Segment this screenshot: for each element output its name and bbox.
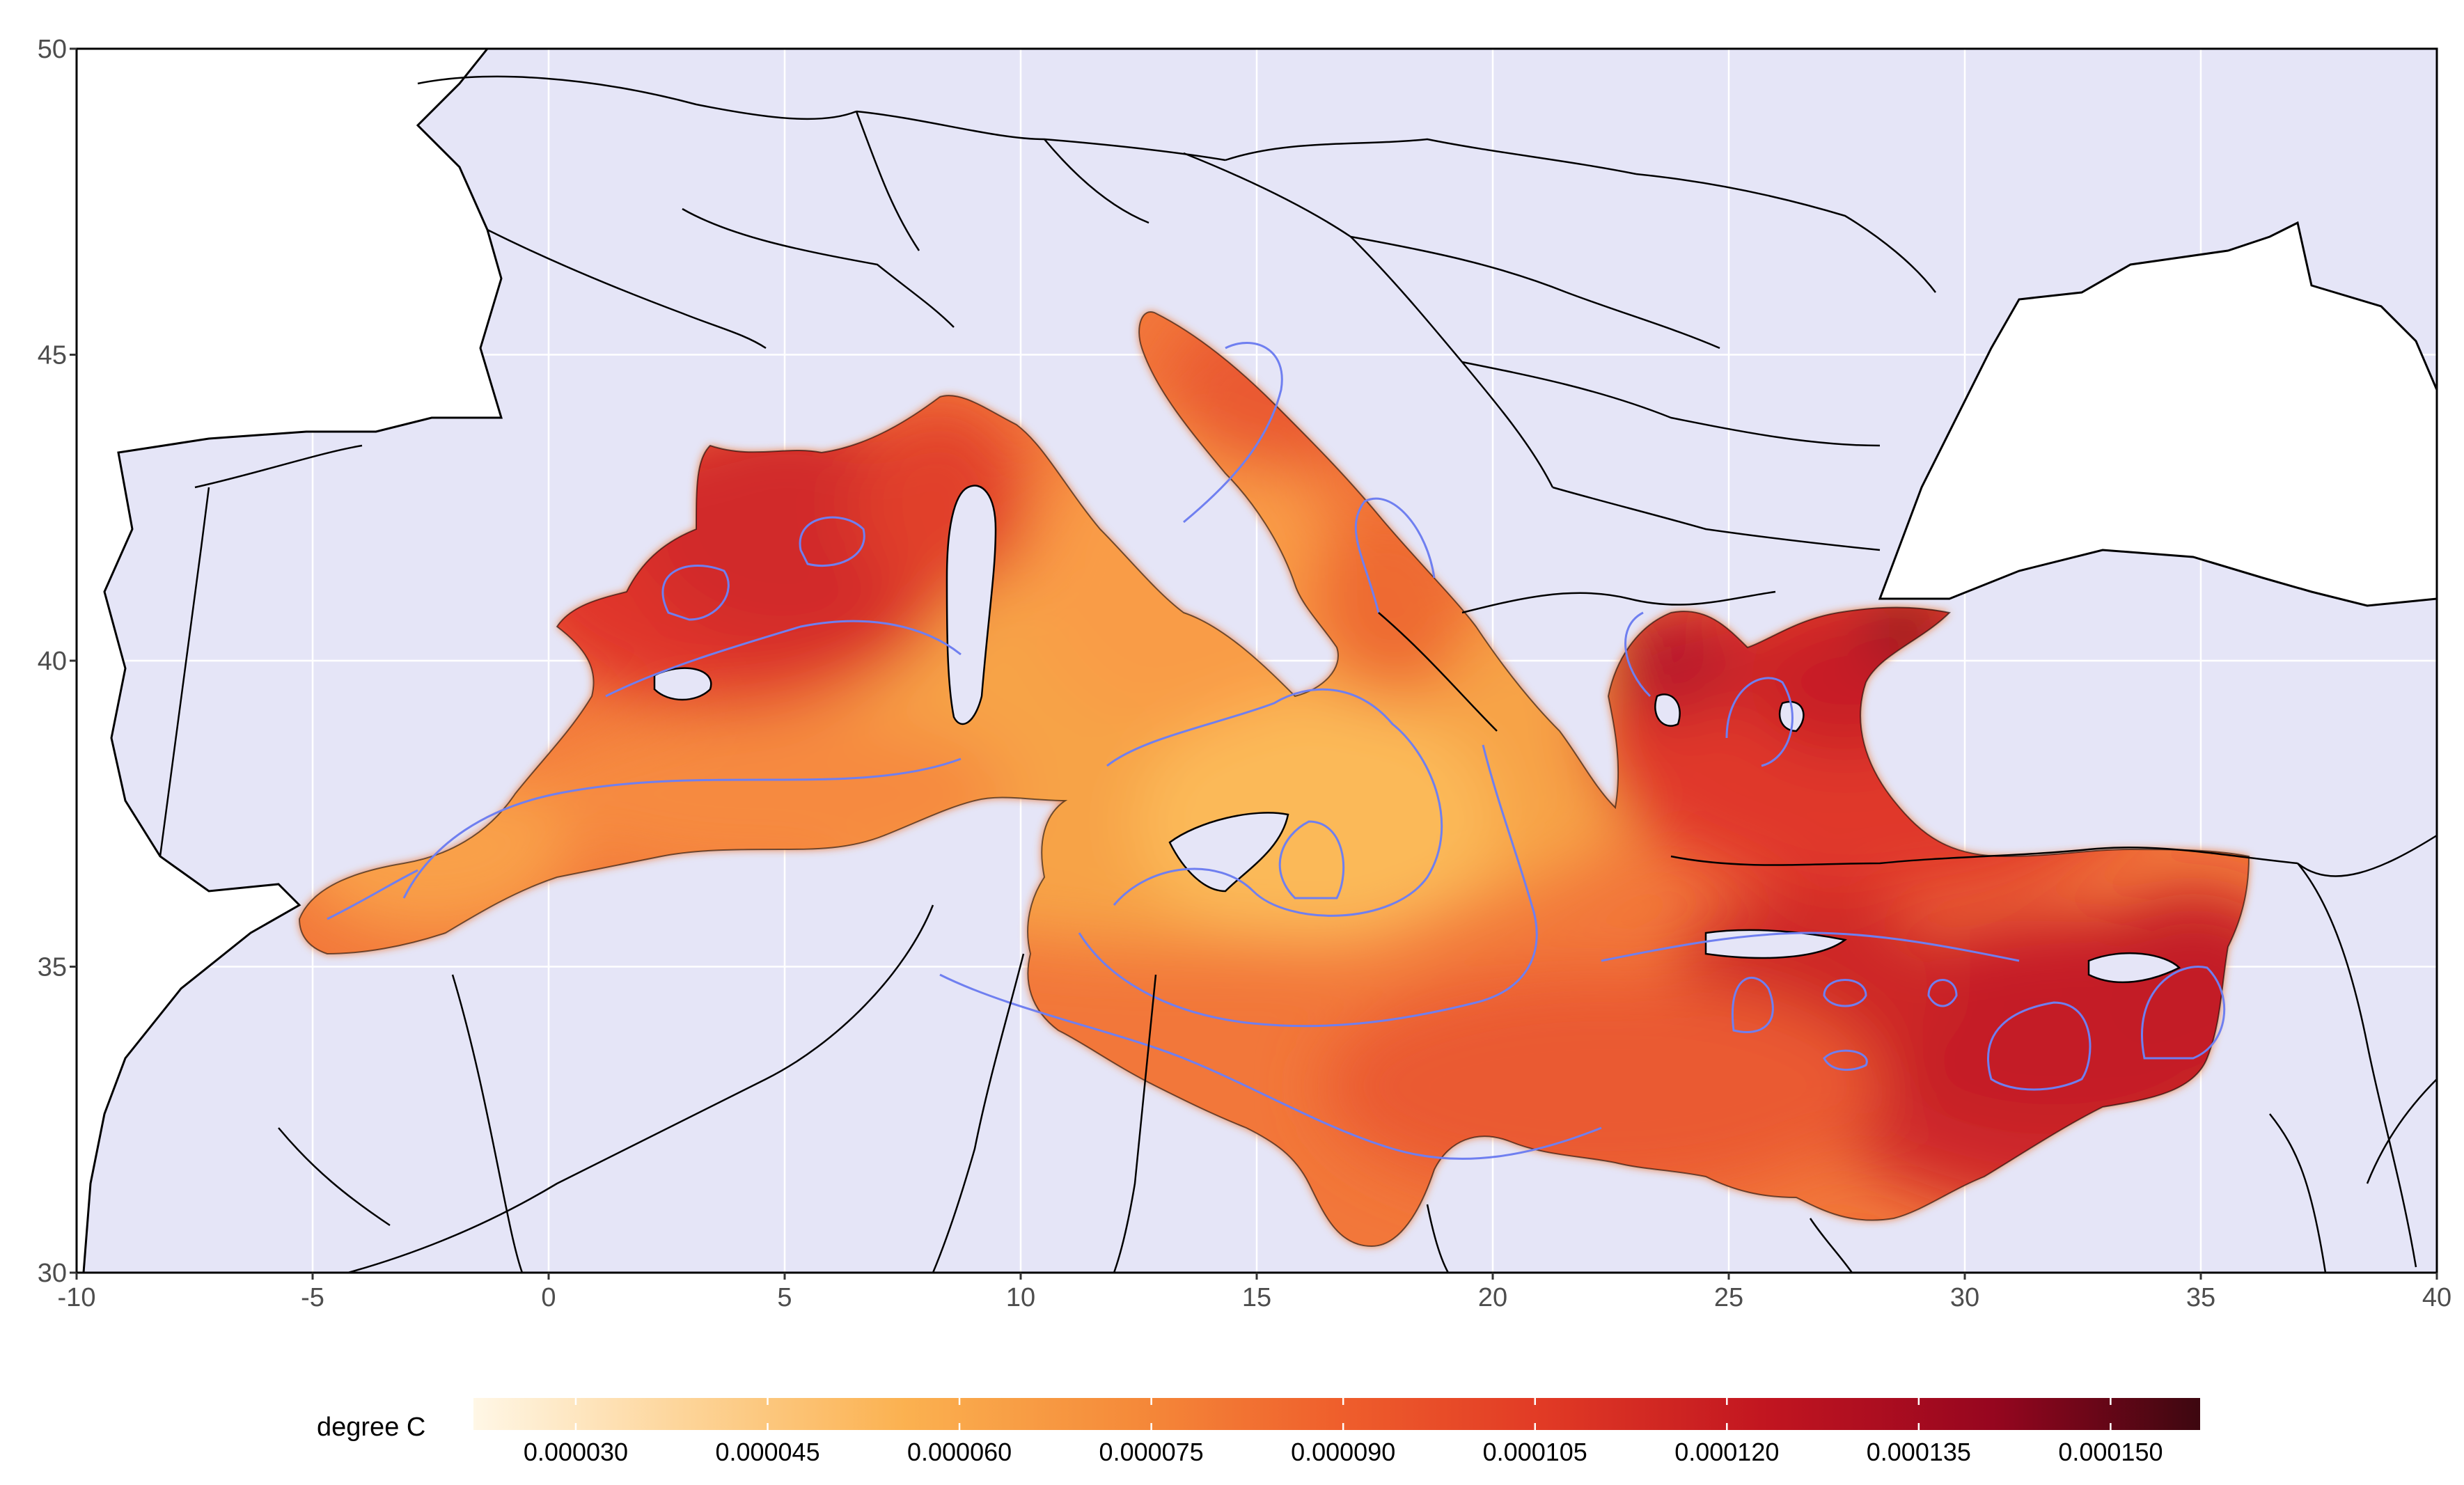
y-tick-label: 30 bbox=[38, 1259, 67, 1288]
y-tick-label: 45 bbox=[38, 341, 67, 370]
axis-ticks: -10 -5 0 5 10 15 20 25 30 35 40 30 35 40 45 50 bbox=[38, 35, 2451, 1312]
legend-label: 0.000090 bbox=[1291, 1438, 1395, 1466]
x-tick-label: 0 bbox=[541, 1283, 556, 1312]
x-tick-label: 10 bbox=[1006, 1283, 1035, 1312]
x-tick-label: 15 bbox=[1242, 1283, 1271, 1312]
legend-label: 0.000105 bbox=[1483, 1438, 1587, 1466]
x-tick-label: 40 bbox=[2422, 1283, 2451, 1312]
legend-colorbar bbox=[473, 1398, 2200, 1430]
legend-label: 0.000135 bbox=[1867, 1438, 1971, 1466]
island-cyprus bbox=[2087, 952, 2181, 984]
legend-title: degree C bbox=[317, 1413, 425, 1442]
x-tick-label: 20 bbox=[1478, 1283, 1507, 1312]
y-tick-label: 50 bbox=[38, 35, 67, 64]
legend-label: 0.000045 bbox=[715, 1438, 819, 1466]
x-tick-label: 30 bbox=[1950, 1283, 1979, 1312]
x-tick-label: 35 bbox=[2186, 1283, 2215, 1312]
color-legend: degree C 0.000030 0.000045 0.000060 0.00007… bbox=[317, 1398, 2200, 1466]
black-sea bbox=[1878, 221, 2438, 607]
contour-lines bbox=[327, 342, 2226, 1160]
x-tick-label: -5 bbox=[301, 1283, 324, 1312]
x-tick-label: -10 bbox=[58, 1283, 96, 1312]
legend-label: 0.000120 bbox=[1674, 1438, 1779, 1466]
y-tick-label: 35 bbox=[38, 953, 67, 982]
legend-label: 0.000060 bbox=[907, 1438, 1012, 1466]
island-corsica-sardinia bbox=[945, 485, 997, 725]
legend-ticks: 0.000030 0.000045 0.000060 0.000075 0.000090… bbox=[524, 1398, 2163, 1466]
country-borders bbox=[159, 75, 2438, 1274]
x-tick-label: 5 bbox=[777, 1283, 792, 1312]
island-mallorca bbox=[653, 667, 712, 701]
legend-label: 0.000150 bbox=[2058, 1438, 2163, 1466]
legend-label: 0.000075 bbox=[1099, 1438, 1204, 1466]
island-aegean bbox=[1654, 693, 1681, 727]
x-tick-label: 25 bbox=[1714, 1283, 1743, 1312]
legend-label: 0.000030 bbox=[524, 1438, 628, 1466]
island-sicily bbox=[1168, 812, 1289, 893]
y-tick-label: 40 bbox=[38, 647, 67, 676]
